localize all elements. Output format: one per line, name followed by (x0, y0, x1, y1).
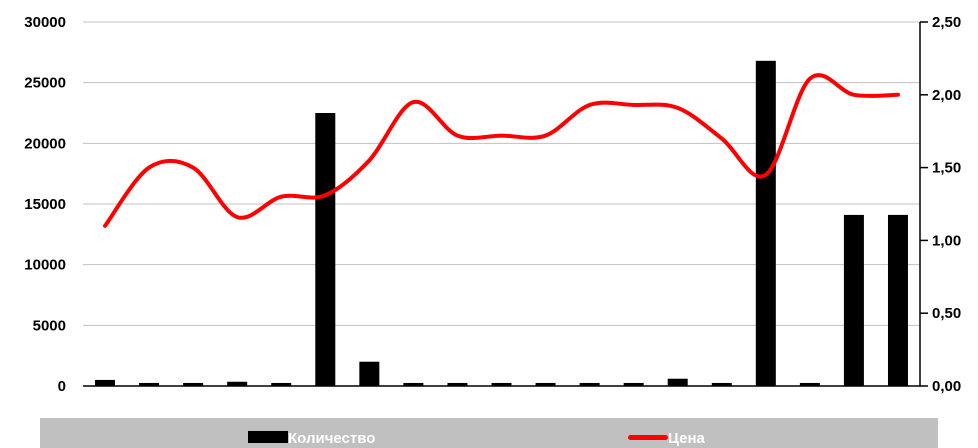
combo-chart: 0 5000 10000 15000 20000 25000 30000 0,00 0,50 1,… (24, 14, 961, 395)
right-tick-label: 0,00 (932, 378, 961, 395)
left-tick-label: 0 (58, 378, 66, 395)
left-tick-label: 30000 (24, 14, 66, 31)
quantity-bar (535, 382, 556, 386)
quantity-bar (315, 113, 336, 386)
quantity-bar (447, 382, 468, 386)
right-tick-label: 2,50 (932, 14, 961, 31)
left-tick-label: 20000 (24, 135, 66, 152)
right-tick-label: 1,50 (932, 160, 961, 177)
price-line (103, 73, 900, 228)
legend: Количество Цена (40, 418, 938, 448)
quantity-bar (667, 378, 688, 386)
quantity-bar (227, 381, 248, 386)
legend-item-quantity: Количество (248, 418, 375, 448)
quantity-bar (843, 214, 864, 386)
left-tick-label: 15000 (24, 196, 66, 213)
quantity-bars (95, 60, 908, 387)
quantity-bar (623, 382, 644, 386)
quantity-bar (755, 60, 776, 387)
legend-item-price: Цена (628, 418, 705, 448)
right-tick-label: 1,00 (932, 232, 961, 249)
quantity-bar (579, 382, 600, 386)
legend-bar-swatch (248, 431, 288, 443)
quantity-bar (403, 382, 424, 386)
legend-label-price: Цена (668, 429, 705, 447)
quantity-bar (887, 214, 908, 386)
left-tick-label: 5000 (33, 317, 66, 334)
legend-label-quantity: Количество (288, 429, 376, 447)
left-tick-label: 10000 (24, 257, 66, 274)
legend-line-swatch (628, 434, 668, 440)
left-tick-label: 25000 (24, 75, 66, 92)
price-line-group (103, 73, 900, 228)
quantity-bar (359, 361, 380, 386)
quantity-bar (271, 382, 292, 386)
quantity-bar (139, 382, 160, 386)
tick-labels: 0 5000 10000 15000 20000 25000 30000 0,00 0,50 1,… (24, 14, 961, 395)
gridlines (83, 21, 920, 326)
quantity-bar (799, 382, 820, 386)
right-tick-label: 0,50 (932, 305, 961, 322)
quantity-bar (95, 379, 116, 386)
quantity-bar (491, 382, 512, 386)
quantity-bar (183, 382, 204, 386)
quantity-bar (711, 382, 732, 386)
right-tick-label: 2,00 (932, 87, 961, 104)
